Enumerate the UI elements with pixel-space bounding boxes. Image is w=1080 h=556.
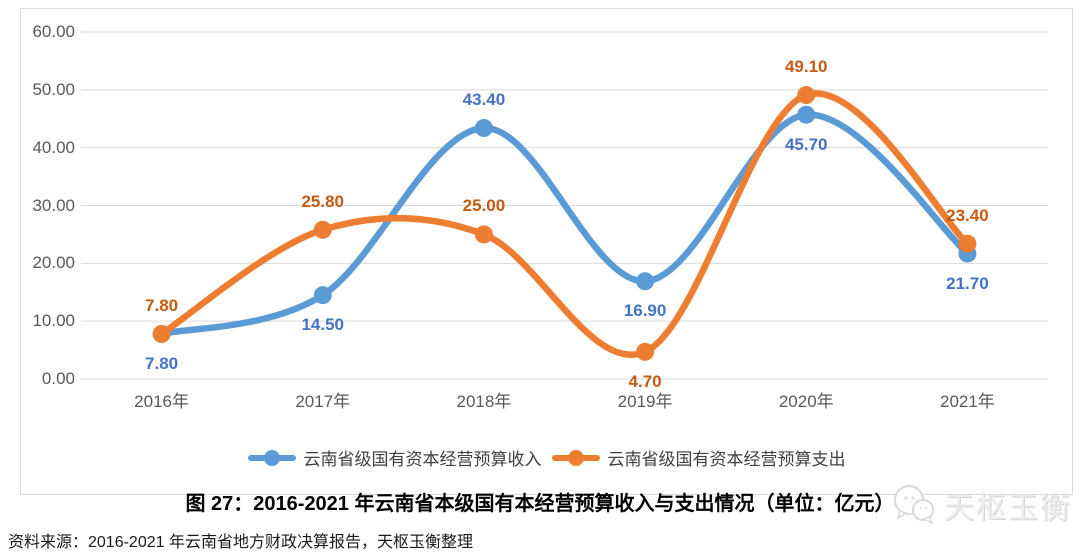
expense-line-point: [958, 234, 977, 253]
y-axis-tick-label: 0.00: [41, 369, 75, 388]
data-label: 16.90: [623, 301, 667, 321]
x-axis-tick-label: 2020年: [778, 392, 834, 411]
tianshu-yuheng-logo-icon: [894, 485, 934, 525]
y-axis-tick-label: 30.00: [32, 195, 75, 215]
income-line-point: [636, 272, 655, 291]
legend-label-expense: 云南省级国有资本经营预算支出: [607, 450, 846, 469]
data-label: 25.80: [301, 191, 345, 211]
chart-area: 60.00 50.00 40.00 30.00 20.00 10.00 0.00 2016年…: [20, 8, 1073, 495]
data-label: 23.40: [946, 205, 989, 225]
legend-label-income: 云南省级国有资本经营预算收入: [303, 450, 542, 469]
expense-line-point: [152, 324, 171, 343]
x-axis-tick-label: 2018年: [456, 392, 512, 411]
x-axis-tick-label: 2016年: [134, 392, 189, 411]
y-axis-tick-label: 50.00: [32, 79, 75, 99]
x-axis-tick-label: 2019年: [617, 392, 673, 411]
legend: 云南省级国有资本经营预算收入 云南省级国有资本经营预算支出: [21, 445, 1072, 470]
data-label: 49.10: [784, 57, 828, 77]
legend-item-expense: 云南省级国有资本经营预算支出: [551, 445, 846, 470]
expense-line-point: [797, 86, 816, 105]
y-axis-tick-label: 20.00: [32, 253, 75, 273]
data-label: 7.80: [145, 295, 179, 315]
expense-line-point: [313, 220, 332, 239]
line-chart-plot: [81, 31, 1048, 380]
data-label: 43.40: [462, 90, 506, 109]
y-axis-tick-label: 10.00: [32, 311, 75, 331]
y-axis-tick-label: 40.00: [32, 137, 75, 157]
expense-line-marker-icon: [551, 449, 600, 467]
x-axis-tick-label: 2017年: [295, 392, 351, 411]
data-label: 45.70: [784, 134, 828, 154]
data-label: 25.00: [462, 196, 506, 216]
income-line-point: [797, 105, 816, 124]
legend-item-income: 云南省级国有资本经营预算收入: [247, 445, 542, 470]
data-label: 21.70: [946, 273, 989, 293]
x-axis-tick-label: 2021年: [939, 392, 995, 411]
expense-line-point: [474, 225, 493, 244]
y-axis-tick-label: 60.00: [32, 22, 75, 41]
income-line-point: [474, 119, 493, 138]
data-label: 14.50: [301, 315, 345, 335]
income-line-point: [313, 286, 332, 305]
income-line-marker-icon: [247, 449, 296, 467]
source-note: 资料来源：2016-2021 年云南省地方财政决算报告，天枢玉衡整理: [8, 534, 473, 551]
data-label: 4.70: [628, 371, 662, 391]
chart-title: 图 27：2016-2021 年云南省本级国有本经营预算收入与支出情况（单位：亿…: [185, 493, 895, 515]
data-label: 7.80: [145, 353, 179, 373]
watermark: 天枢玉衡: [890, 478, 1080, 532]
watermark-brand-text: 天枢玉衡: [944, 492, 1072, 525]
expense-line-point: [636, 342, 655, 361]
